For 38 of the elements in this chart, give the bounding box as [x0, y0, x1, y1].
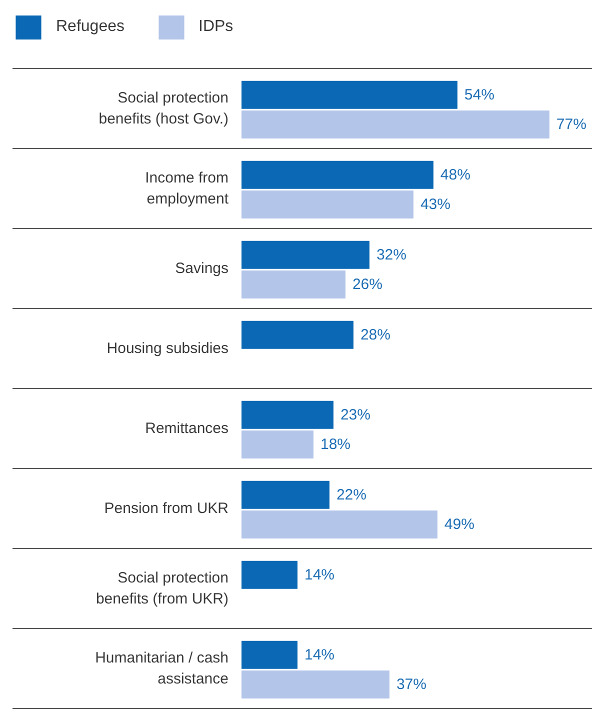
bar	[242, 190, 414, 218]
data-label: 26%	[352, 276, 382, 293]
bar	[242, 80, 458, 109]
data-label: 77%	[556, 116, 586, 133]
bar	[242, 670, 390, 698]
legend-label: Refugees	[56, 18, 124, 36]
bar	[242, 270, 346, 298]
y-tick-label: Social protection benefits (from UKR)	[96, 569, 229, 608]
bar	[242, 160, 434, 189]
data-label: 54%	[464, 86, 494, 104]
y-tick-label: Social protection benefits (host Gov.)	[98, 89, 229, 128]
y-tick-label: Remittances	[145, 420, 229, 437]
bar	[242, 240, 370, 269]
bar	[242, 480, 330, 509]
data-label: 32%	[376, 246, 406, 264]
bar	[242, 110, 550, 138]
data-label: 48%	[440, 166, 470, 184]
bar	[242, 560, 298, 589]
legend-label: IDPs	[198, 18, 234, 36]
data-label: 28%	[360, 326, 390, 344]
data-label: 14%	[304, 566, 335, 584]
data-label: 22%	[336, 486, 366, 504]
bar	[242, 430, 314, 458]
data-label: 18%	[320, 436, 351, 453]
bar	[242, 640, 298, 669]
bar	[242, 510, 438, 538]
data-label: 49%	[444, 516, 474, 533]
y-tick-label: Income from employment	[145, 169, 230, 208]
data-label: 43%	[420, 196, 450, 213]
y-tick-label: Housing subsidies	[106, 340, 229, 357]
data-label: 23%	[340, 406, 370, 424]
bar	[242, 400, 334, 429]
y-tick-label: Humanitarian / cash assistance	[95, 649, 229, 688]
y-tick-label: Savings	[175, 260, 229, 277]
data-label: 37%	[396, 676, 426, 693]
y-tick-label: Pension from UKR	[104, 500, 229, 517]
data-label: 14%	[304, 646, 335, 664]
bar	[242, 320, 354, 349]
